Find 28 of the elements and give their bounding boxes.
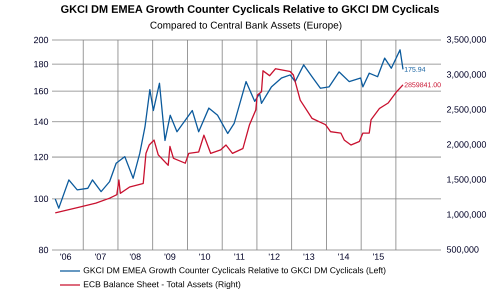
y-tick-label: 140	[34, 118, 48, 125]
y-tick-label: 200	[34, 36, 48, 44]
x-tick-label: '10	[199, 254, 210, 260]
x-tick-label: '06	[60, 254, 72, 260]
y2-tick-label: 3,000,000	[446, 71, 486, 79]
x-tick-label: '15	[372, 254, 384, 260]
x-tick-label: '14	[338, 254, 350, 260]
y-tick-label: 180	[34, 60, 48, 68]
x-tick-label: '07	[95, 254, 106, 260]
y-tick-label: 120	[34, 154, 48, 160]
chart-subtitle: Compared to Central Bank Assets (Europe)	[150, 21, 342, 31]
y-tick-label: 160	[34, 88, 48, 94]
x-tick-label: '08	[130, 254, 141, 260]
y-tick-label: 100	[34, 196, 48, 202]
x-tick-label: '12	[268, 254, 280, 260]
y-tick-label: 80	[38, 246, 48, 254]
x-tick-label: '13	[304, 254, 314, 260]
legend-label: GKCI DM EMEA Growth Counter Cyclicals Relative to GKCI DM Cyclicals (Left)	[84, 267, 386, 275]
legend-label: ECB Balance Sheet - Total Assets (Right)	[84, 281, 240, 289]
y2-tick-label: 1,500,000	[447, 176, 486, 184]
chart-title: GKCI DM EMEA Growth Counter Cyclicals Relative to GKCI DM Cyclicals	[61, 4, 439, 16]
y2-tick-label: 1,000,000	[447, 211, 486, 219]
y2-tick-label: 2,000,000	[446, 141, 486, 149]
y2-tick-label: 2,500,000	[446, 106, 486, 114]
x-tick-label: '11	[234, 254, 244, 260]
x-tick-label: '09	[164, 254, 176, 260]
y2-tick-label: 500,000	[446, 246, 479, 254]
y2-tick-label: 3,500,000	[446, 36, 486, 44]
